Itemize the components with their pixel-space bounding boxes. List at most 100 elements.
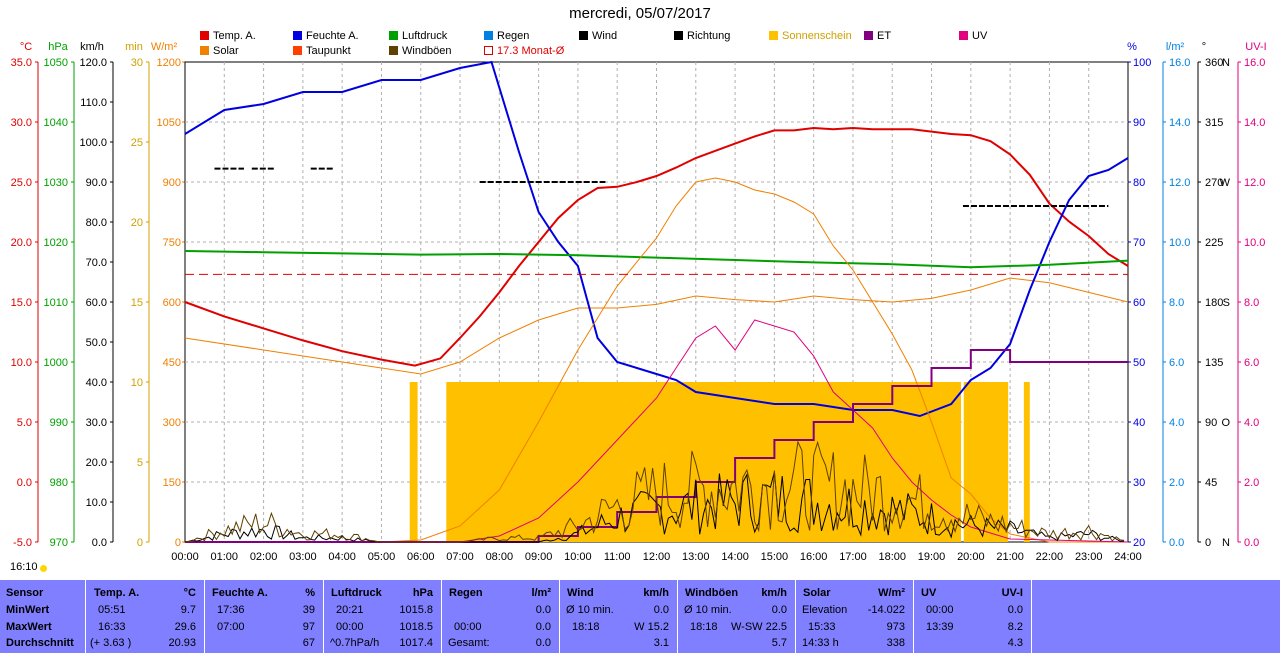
axis-unit-pct: % (1127, 41, 1137, 53)
chart-title: mercredi, 05/07/2017 (569, 5, 711, 22)
stats-humidity-column: Feuchte A. % 17:36 39 07:00 97 67 (205, 580, 324, 653)
tick-label-hpa: 1000 (44, 357, 68, 369)
tick-label-hpa: 980 (50, 477, 68, 489)
tick-label-lm2: 14.0 (1169, 117, 1190, 129)
tick-label-deg: 315 (1205, 117, 1223, 129)
rain-total-value: 0.0 (535, 637, 551, 649)
solar-elevation-label: Elevation (802, 604, 848, 616)
stats-uv-column: UV UV-I 00:00 0.0 13:39 8.2 4.3 (914, 580, 1032, 653)
pressure-min-value: 1015.8 (399, 604, 433, 616)
tick-label-hpa: 1050 (44, 57, 68, 69)
temp-max-value: 29.6 (174, 621, 196, 633)
tick-label-kmh: 60.0 (86, 297, 107, 309)
stats-unit-wind: km/h (643, 587, 669, 599)
uv-min-value: 0.0 (1007, 604, 1023, 616)
tick-label-temp: 25.0 (11, 177, 32, 189)
row-label-min: MinWert (6, 604, 50, 616)
humidity-min-time: 17:36 (217, 604, 245, 616)
legend-label: Sonnenschein (782, 30, 852, 42)
legend-swatch (200, 31, 209, 40)
tick-label-lm2: 10.0 (1169, 237, 1190, 249)
tick-label-deg: 180 (1205, 297, 1223, 309)
stats-unit-humidity: % (305, 587, 315, 599)
tick-label-kmh: 90.0 (86, 177, 107, 189)
legend-label: Regen (497, 30, 530, 42)
axis-unit-kmh: km/h (80, 41, 104, 53)
gust-avg10-label: Ø 10 min. (684, 604, 732, 616)
x-tick-label: 24:00 (1114, 551, 1142, 563)
axis-unit-min: min (125, 41, 143, 53)
stats-unit-solar: W/m² (878, 587, 905, 599)
temp-min-time: 05:51 (98, 604, 126, 616)
tick-label-uvi: 10.0 (1244, 237, 1265, 249)
legend-item: Luftdruck (389, 30, 447, 43)
legend-label: Solar (213, 45, 239, 57)
tick-label-wm2: 1200 (157, 57, 181, 69)
tick-label-pct: 20 (1133, 537, 1145, 549)
sun-icon (40, 565, 47, 572)
x-tick-label: 10:00 (564, 551, 592, 563)
tick-label-uvi: 0.0 (1244, 537, 1259, 549)
legend-item: Regen (484, 30, 529, 43)
tick-label-deg: 270 (1205, 177, 1223, 189)
x-tick-label: 01:00 (211, 551, 239, 563)
tick-label-min: 5 (137, 457, 143, 469)
direction-label: N (1222, 57, 1230, 69)
tick-label-lm2: 12.0 (1169, 177, 1190, 189)
tick-label-wm2: 750 (163, 237, 181, 249)
legend-item: 17.3 Monat-Ø (484, 45, 564, 58)
stats-header-sensor: Sensor (6, 587, 44, 599)
tick-label-deg: 225 (1205, 237, 1223, 249)
solar-avg-value: 338 (886, 637, 905, 649)
tick-label-hpa: 990 (50, 417, 68, 429)
tick-label-pct: 90 (1133, 117, 1145, 129)
tick-label-wm2: 600 (163, 297, 181, 309)
pressure-max-time: 00:00 (336, 621, 364, 633)
rain-total-label: Gesamt: (448, 637, 490, 649)
tick-label-temp: 10.0 (11, 357, 32, 369)
stats-pressure-column: Luftdruck hPa 20:21 1015.8 00:00 1018.5 … (324, 580, 442, 653)
temp-trend: (+ 3.63 ) (90, 637, 132, 649)
tick-label-wm2: 450 (163, 357, 181, 369)
legend-label: Taupunkt (306, 45, 351, 57)
legend-item: ET (864, 30, 891, 43)
series-windb-en (184, 440, 1125, 543)
x-tick-label: 03:00 (289, 551, 317, 563)
x-tick-label: 08:00 (486, 551, 514, 563)
legend-item: Feuchte A. (293, 30, 359, 43)
x-tick-label: 14:00 (721, 551, 749, 563)
tick-label-kmh: 40.0 (86, 377, 107, 389)
stats-unit-pressure: hPa (412, 587, 433, 599)
tick-label-deg: 0 (1205, 537, 1211, 549)
tick-label-min: 25 (131, 137, 143, 149)
uv-max-time: 13:39 (926, 621, 954, 633)
x-tick-label: 23:00 (1075, 551, 1103, 563)
legend-swatch (769, 31, 778, 40)
legend-swatch (484, 31, 493, 40)
tick-label-uvi: 12.0 (1244, 177, 1265, 189)
stats-unit-uv: UV-I (1001, 587, 1023, 599)
x-tick-label: 13:00 (682, 551, 710, 563)
stats-header-pressure: Luftdruck (331, 587, 382, 599)
tick-label-min: 30 (131, 57, 143, 69)
stats-header-wind: Wind (567, 587, 594, 599)
x-tick-label: 15:00 (761, 551, 789, 563)
legend-swatch (389, 31, 398, 40)
x-tick-label: 16:00 (800, 551, 828, 563)
tick-label-min: 20 (131, 217, 143, 229)
tick-label-lm2: 4.0 (1169, 417, 1184, 429)
series-uv (185, 319, 1129, 543)
gust-avg10-value: 0.0 (771, 604, 787, 616)
tick-label-kmh: 100.0 (79, 137, 107, 149)
tick-label-temp: 0.0 (17, 477, 32, 489)
tick-label-deg: 45 (1205, 477, 1217, 489)
legend-swatch (293, 31, 302, 40)
tick-label-hpa: 970 (50, 537, 68, 549)
pressure-min-time: 20:21 (336, 604, 364, 616)
legend-label: Luftdruck (402, 30, 448, 42)
series-feuchte-a- (184, 60, 1129, 418)
uv-min-time: 00:00 (926, 604, 954, 616)
legend-item: Taupunkt (293, 45, 351, 58)
wind-avg10-label: Ø 10 min. (566, 604, 614, 616)
tick-label-temp: 20.0 (11, 237, 32, 249)
